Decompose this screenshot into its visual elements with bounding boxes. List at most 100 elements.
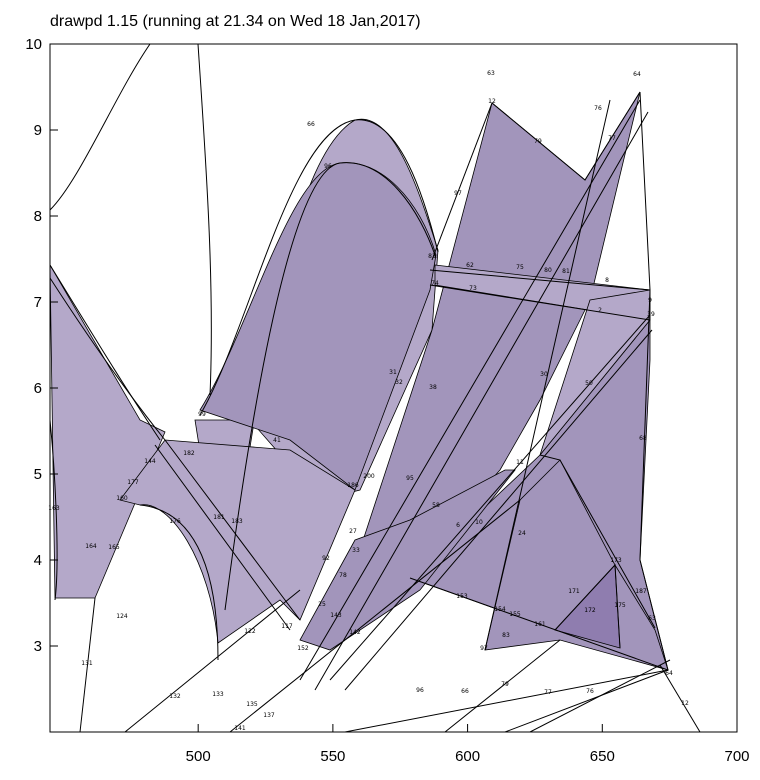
field-label: 83 bbox=[428, 253, 436, 260]
field-label: 122 bbox=[244, 628, 256, 635]
field-label: 41 bbox=[273, 437, 281, 444]
boundary-right-5 bbox=[429, 284, 651, 321]
field-label: 75 bbox=[516, 264, 524, 271]
x-tick-label: 550 bbox=[320, 748, 345, 765]
boundary-left-vertical bbox=[79, 597, 96, 732]
field-label: 99 bbox=[198, 411, 206, 418]
field-label: 73 bbox=[469, 285, 477, 292]
boundary-bottom-6 bbox=[529, 659, 671, 732]
field-label: 63 bbox=[487, 70, 495, 77]
boundary-left-fan-2 bbox=[50, 277, 166, 441]
field-label: 38 bbox=[429, 384, 437, 391]
field-label: 173 bbox=[610, 557, 622, 564]
field-label: 97 bbox=[480, 645, 488, 652]
field-label: 132 bbox=[169, 693, 181, 700]
boundary-left-fan bbox=[50, 264, 161, 441]
field-label: 117 bbox=[281, 623, 293, 630]
field-label: 200 bbox=[363, 473, 375, 480]
field-label: 66 bbox=[307, 121, 315, 128]
field-label: 68 bbox=[639, 435, 647, 442]
y-tick-label: 6 bbox=[34, 380, 42, 397]
boundary-dome-outer bbox=[199, 119, 439, 416]
field-label: 9 bbox=[648, 297, 652, 304]
y-axis: 10 9 8 7 6 5 4 3 bbox=[25, 36, 58, 655]
x-tick-label: 650 bbox=[590, 748, 615, 765]
field-label: 11 bbox=[516, 459, 524, 466]
field-label: 76 bbox=[594, 105, 602, 112]
field-label: 30 bbox=[540, 371, 548, 378]
field-label: 137 bbox=[263, 712, 275, 719]
field-label: 64 bbox=[665, 670, 673, 677]
x-tick-label: 700 bbox=[724, 748, 749, 765]
boundary-band-4 bbox=[344, 329, 653, 691]
field-label: 95 bbox=[406, 475, 414, 482]
field-label: 66 bbox=[461, 688, 469, 695]
field-label: 8 bbox=[605, 277, 609, 284]
field-label: 183 bbox=[231, 518, 243, 525]
field-label: 155 bbox=[509, 611, 521, 618]
plot-title: drawpd 1.15 (running at 21.34 on Wed 18 … bbox=[50, 13, 421, 30]
boundary-left-steep-2 bbox=[197, 44, 212, 396]
field-label: 97 bbox=[454, 190, 462, 197]
phase-fields bbox=[50, 91, 669, 671]
field-label: 144 bbox=[144, 458, 156, 465]
field-label: 76 bbox=[586, 688, 594, 695]
y-tick-label: 8 bbox=[34, 208, 42, 225]
boundary-band-1 bbox=[299, 99, 641, 681]
field-label: 176 bbox=[169, 518, 181, 525]
field-label: 6 bbox=[456, 522, 460, 529]
field-label: 2 bbox=[598, 307, 602, 314]
boundary-bottom-2 bbox=[229, 499, 521, 732]
field-label: 143 bbox=[330, 612, 342, 619]
field-label: 142 bbox=[349, 629, 361, 636]
field-label: 74 bbox=[431, 280, 439, 287]
field-label: 79 bbox=[534, 138, 542, 145]
field-label: 92 bbox=[322, 555, 330, 562]
boundary-lower-1 bbox=[409, 577, 669, 671]
field-label: 164 bbox=[85, 543, 97, 550]
field-label: 141 bbox=[234, 725, 246, 732]
field-label: 24 bbox=[518, 530, 526, 537]
phase-boundaries bbox=[50, 44, 701, 732]
boundary-diag-2 bbox=[154, 444, 291, 631]
field-label: 161 bbox=[534, 621, 546, 628]
boundary-lower-3 bbox=[484, 99, 611, 651]
field-label: 131 bbox=[81, 660, 93, 667]
field-label: 78 bbox=[339, 572, 347, 579]
y-tick-label: 7 bbox=[34, 294, 42, 311]
field-label: 62 bbox=[466, 262, 474, 269]
y-tick-label: 10 bbox=[25, 36, 42, 53]
field-label: 175 bbox=[614, 602, 626, 609]
field-label: 10 bbox=[475, 519, 483, 526]
boundary-bottom-1 bbox=[124, 589, 301, 732]
field-label: 154 bbox=[494, 606, 506, 613]
field-label: 96 bbox=[324, 163, 332, 170]
field-left-fan bbox=[50, 264, 166, 599]
x-tick-label: 500 bbox=[186, 748, 211, 765]
boundary-dome-inner bbox=[224, 162, 437, 611]
y-tick-label: 9 bbox=[34, 122, 42, 139]
field-label: 39 bbox=[647, 311, 655, 318]
field-label: 63 bbox=[648, 615, 656, 622]
x-axis: 500 550 600 650 700 bbox=[186, 724, 750, 765]
field-label: 79 bbox=[501, 681, 509, 688]
boundary-bottom-4 bbox=[444, 639, 561, 732]
field-label: 27 bbox=[349, 528, 357, 535]
boundary-right-4 bbox=[429, 269, 651, 291]
field-label: 64 bbox=[633, 71, 641, 78]
field-label: 172 bbox=[584, 607, 596, 614]
field-label: 187 bbox=[635, 588, 647, 595]
field-label: 12 bbox=[488, 98, 496, 105]
field-label: 182 bbox=[183, 450, 195, 457]
field-label: 171 bbox=[568, 588, 580, 595]
field-label: 181 bbox=[213, 514, 225, 521]
field-label: 153 bbox=[456, 593, 468, 600]
boundary-right-2 bbox=[431, 102, 493, 261]
field-label: 12 bbox=[681, 700, 689, 707]
boundary-bottom-7 bbox=[659, 664, 701, 732]
boundary-band-2 bbox=[314, 111, 649, 691]
field-label: 96 bbox=[416, 687, 424, 694]
field-label: 152 bbox=[297, 645, 309, 652]
